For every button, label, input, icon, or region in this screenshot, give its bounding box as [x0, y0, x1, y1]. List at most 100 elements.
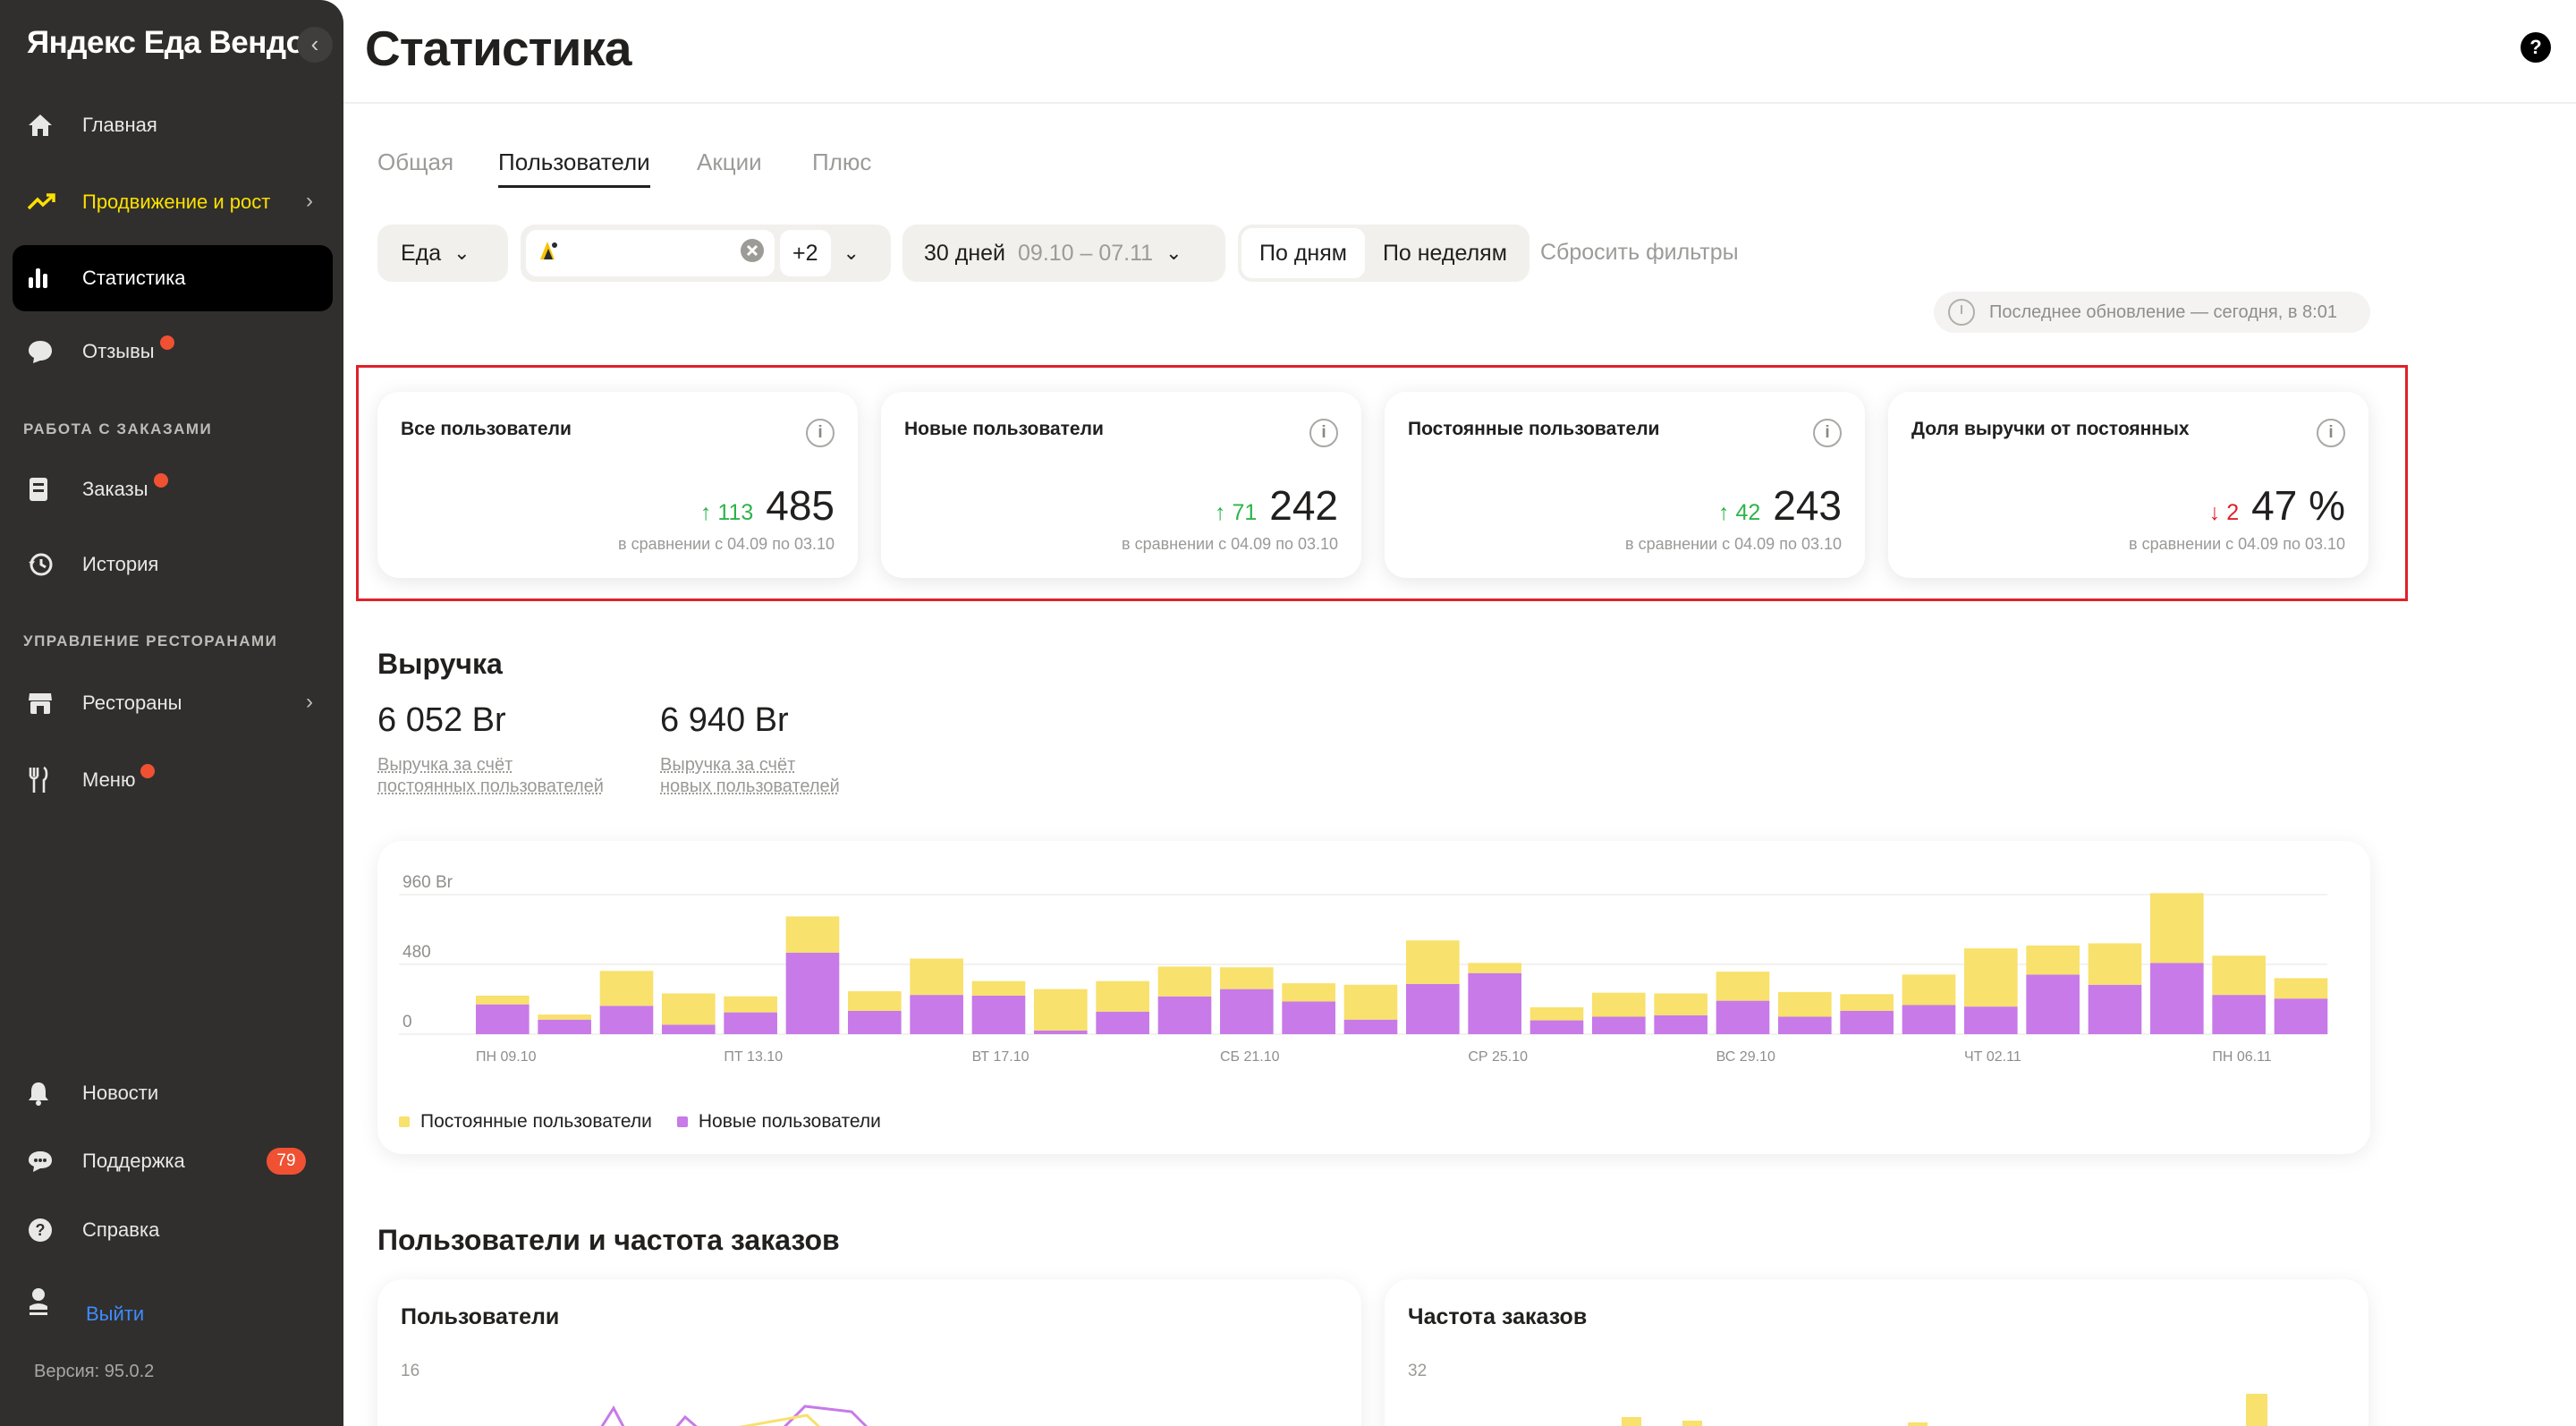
bar-new-users[interactable] [1157, 996, 1212, 1034]
info-icon[interactable]: i [1813, 419, 1842, 447]
chevron-down-icon[interactable]: ⌄ [843, 242, 860, 264]
bell-icon [27, 1081, 82, 1106]
bar-regular-users[interactable] [971, 980, 1026, 996]
bar-regular-users[interactable] [910, 958, 963, 996]
bar-new-users[interactable] [971, 995, 1026, 1034]
bar-regular-users[interactable] [662, 993, 716, 1025]
bar-new-users[interactable] [1530, 1020, 1584, 1034]
bar-new-users[interactable] [1840, 1011, 1894, 1034]
bar-regular-users[interactable] [1343, 984, 1398, 1020]
tab-promotions[interactable]: Акции [697, 149, 762, 175]
by-days-button[interactable]: По дням [1241, 228, 1365, 278]
service-select[interactable]: Еда ⌄ [377, 225, 508, 282]
bar-regular-users[interactable] [724, 996, 777, 1013]
bar-new-users[interactable] [476, 1004, 530, 1034]
bar-regular-users[interactable] [1902, 974, 1956, 1006]
bar-new-users[interactable] [599, 1006, 654, 1034]
bar-regular-users[interactable] [2150, 893, 2204, 963]
bar-new-users[interactable] [2088, 984, 2142, 1034]
info-icon[interactable]: i [806, 419, 835, 447]
bar-regular-users[interactable] [1964, 948, 2018, 1007]
metric-value: 485 [766, 482, 835, 529]
by-weeks-button[interactable]: По неделям [1382, 241, 1507, 266]
bar-regular-users[interactable] [848, 991, 902, 1011]
bar-new-users[interactable] [2150, 963, 2204, 1034]
bar-regular-users[interactable] [2212, 955, 2266, 996]
sidebar-item-orders[interactable]: Заказы [13, 456, 333, 522]
bar-regular-users[interactable] [1716, 972, 1770, 1001]
reset-filters-link[interactable]: Сбросить фильтры [1540, 240, 1739, 265]
bar-regular-users[interactable] [599, 971, 654, 1006]
bar-new-users[interactable] [2026, 974, 2080, 1034]
app-logo[interactable]: Яндекс Еда Вендор [27, 25, 324, 60]
bar-regular-users[interactable] [1840, 994, 1894, 1011]
bar-regular-users[interactable] [1592, 992, 1646, 1017]
sidebar-item-history[interactable]: История [13, 531, 333, 598]
bar-regular-users[interactable] [1406, 940, 1460, 984]
sidebar-item-menu[interactable]: Меню [13, 747, 333, 813]
sidebar-item-home[interactable]: Главная [13, 92, 333, 158]
help-icon[interactable]: ? [2521, 32, 2551, 63]
bar-new-users[interactable] [1592, 1016, 1646, 1035]
bar-new-users[interactable] [1406, 983, 1460, 1034]
bar-regular-users[interactable] [1157, 966, 1212, 997]
bar-regular-users[interactable] [2274, 978, 2328, 999]
bar-new-users[interactable] [848, 1011, 902, 1034]
bar-regular-users[interactable] [2088, 943, 2142, 985]
tab-plus[interactable]: Плюс [812, 149, 872, 175]
period-select[interactable]: 30 дней 09.10 – 07.11 ⌄ [902, 225, 1225, 282]
bar-regular-users[interactable] [1530, 1006, 1584, 1021]
bar-new-users[interactable] [2274, 998, 2328, 1034]
clear-icon[interactable] [739, 237, 766, 270]
logout-link[interactable]: Выйти [86, 1303, 145, 1325]
bar-new-users[interactable] [1343, 1019, 1398, 1034]
sidebar-item-support[interactable]: Поддержка 79 [13, 1128, 333, 1194]
bar-regular-users[interactable] [1034, 989, 1088, 1031]
bar-new-users[interactable] [1902, 1005, 1956, 1035]
revenue-new-caption[interactable]: Выручка за счёт новых пользователей [660, 755, 840, 796]
bar-new-users[interactable] [1220, 989, 1274, 1034]
sidebar-item-statistics[interactable]: Статистика [13, 245, 333, 311]
info-icon[interactable]: i [2317, 419, 2345, 447]
bar-new-users[interactable] [1654, 1014, 1707, 1034]
sidebar-item-promotion[interactable]: Продвижение и рост › [13, 169, 333, 235]
bar-new-users[interactable] [1034, 1030, 1088, 1034]
bar-regular-users[interactable] [785, 916, 840, 953]
sidebar-item-help[interactable]: ? Справка [13, 1197, 333, 1263]
bar-new-users[interactable] [2212, 995, 2266, 1034]
bar-regular-users[interactable] [1654, 993, 1707, 1015]
bar-new-users[interactable] [910, 995, 963, 1034]
chevron-left-icon[interactable]: ‹ [297, 27, 333, 63]
info-icon[interactable]: i [1309, 419, 1338, 447]
tab-general[interactable]: Общая [377, 149, 454, 175]
bar-new-users[interactable] [1468, 972, 1521, 1034]
bar-regular-users[interactable] [1468, 963, 1521, 973]
x-tick-label: СБ 21.10 [1220, 1049, 1280, 1065]
sidebar-item-reviews[interactable]: Отзывы [13, 318, 333, 385]
bar-new-users[interactable] [1282, 1001, 1335, 1034]
bar-new-users[interactable] [1964, 1006, 2018, 1034]
bar-new-users[interactable] [538, 1019, 591, 1034]
bar-regular-users[interactable] [476, 995, 530, 1005]
frequency-chart-title: Частота заказов [1408, 1304, 1588, 1329]
bar-new-users[interactable] [662, 1024, 716, 1034]
bar-regular-users[interactable] [1220, 967, 1274, 989]
place-select[interactable]: +2 ⌄ [521, 225, 891, 282]
logout-item[interactable]: Выйти [13, 1269, 333, 1335]
bar-regular-users[interactable] [1096, 980, 1149, 1012]
revenue-regular-caption[interactable]: Выручка за счёт постоянных пользователей [377, 755, 604, 796]
more-places-pill[interactable]: +2 [780, 230, 831, 276]
bar-regular-users[interactable] [2026, 945, 2080, 975]
bar-regular-users[interactable] [1282, 983, 1335, 1002]
bar-regular-users[interactable] [1778, 991, 1832, 1017]
bar-new-users[interactable] [785, 953, 840, 1034]
bar-new-users[interactable] [1096, 1011, 1149, 1034]
bar-new-users[interactable] [724, 1012, 777, 1034]
bar-new-users[interactable] [1778, 1016, 1832, 1035]
sidebar-item-news[interactable]: Новости [13, 1060, 333, 1126]
tab-users[interactable]: Пользователи [498, 149, 650, 188]
bar-new-users[interactable] [1716, 1000, 1770, 1034]
place-input[interactable] [526, 230, 775, 276]
sidebar-item-restaurants[interactable]: Рестораны › [13, 670, 333, 736]
bar-regular-users[interactable] [538, 1014, 591, 1020]
